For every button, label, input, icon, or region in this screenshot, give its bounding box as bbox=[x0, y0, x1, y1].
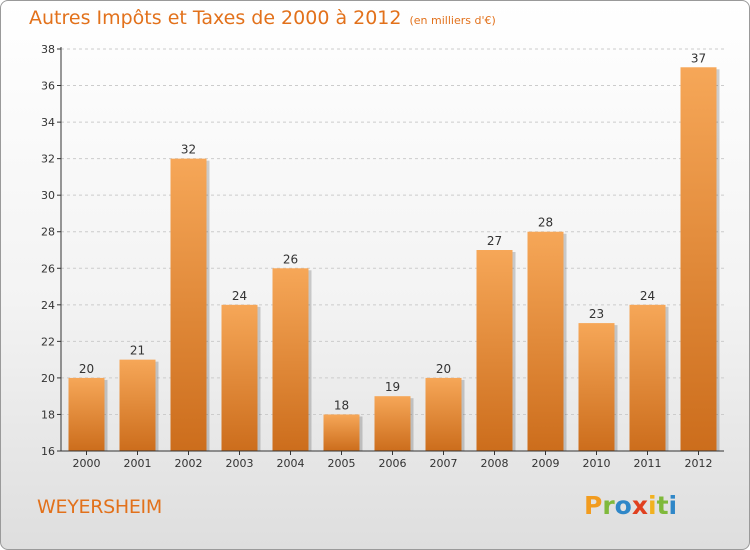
x-tick-label: 2008 bbox=[481, 457, 509, 470]
bar bbox=[272, 268, 309, 451]
y-tick-label: 18 bbox=[41, 408, 55, 421]
y-tick-label: 16 bbox=[41, 445, 55, 458]
bar bbox=[578, 323, 615, 451]
logo-letter: t bbox=[656, 491, 669, 520]
y-tick-label: 34 bbox=[41, 116, 55, 129]
x-tick-label: 2007 bbox=[430, 457, 458, 470]
bar-value-label: 37 bbox=[691, 51, 706, 65]
proxiti-logo: Proxiti bbox=[584, 491, 677, 520]
bar bbox=[680, 67, 717, 451]
logo-letter: o bbox=[614, 491, 632, 520]
bars bbox=[68, 67, 720, 452]
y-tick-label: 24 bbox=[41, 299, 55, 312]
bar-value-label: 19 bbox=[385, 380, 400, 394]
bar-value-label: 23 bbox=[589, 307, 604, 321]
bar bbox=[374, 396, 411, 451]
x-tick-label: 2000 bbox=[73, 457, 101, 470]
bar bbox=[323, 414, 360, 451]
bar-value-label: 18 bbox=[334, 398, 349, 412]
x-tick-label: 2005 bbox=[328, 457, 356, 470]
x-tick-label: 2002 bbox=[175, 457, 203, 470]
y-tick-label: 28 bbox=[41, 226, 55, 239]
logo-letter: x bbox=[631, 491, 648, 520]
x-tick-label: 2003 bbox=[226, 457, 254, 470]
town-name: WEYERSHEIM bbox=[37, 496, 162, 518]
bar bbox=[527, 231, 564, 451]
y-tick-label: 22 bbox=[41, 335, 55, 348]
bar bbox=[629, 304, 666, 451]
x-tick-label: 2011 bbox=[634, 457, 662, 470]
y-tick-label: 26 bbox=[41, 262, 55, 275]
bar bbox=[68, 377, 105, 451]
x-tick-label: 2010 bbox=[583, 457, 611, 470]
y-tick-label: 20 bbox=[41, 372, 55, 385]
bar bbox=[221, 304, 258, 451]
y-tick-label: 36 bbox=[41, 80, 55, 93]
chart-title: Autres Impôts et Taxes de 2000 à 2012 bbox=[29, 7, 402, 29]
bar-value-label: 27 bbox=[487, 234, 502, 248]
bar-value-label: 20 bbox=[436, 362, 451, 376]
bar-value-label: 24 bbox=[640, 289, 655, 303]
bar-value-label: 26 bbox=[283, 252, 298, 266]
bar-value-label: 24 bbox=[232, 289, 247, 303]
grid-lines bbox=[61, 48, 724, 415]
x-tick-label: 2009 bbox=[532, 457, 560, 470]
chart-title-row: Autres Impôts et Taxes de 2000 à 2012 (en… bbox=[29, 7, 496, 29]
bar-value-label: 28 bbox=[538, 216, 553, 230]
bar-value-label: 20 bbox=[79, 362, 94, 376]
bar bbox=[425, 377, 462, 451]
bar-value-label: 21 bbox=[130, 344, 145, 358]
logo-letter: i bbox=[668, 491, 678, 520]
logo-letter: i bbox=[648, 491, 657, 520]
logo-letter: P bbox=[584, 491, 603, 520]
x-tick-label: 2012 bbox=[685, 457, 713, 470]
bar bbox=[170, 158, 207, 452]
bar bbox=[476, 250, 513, 451]
bar-value-label: 32 bbox=[181, 143, 196, 157]
x-tick-label: 2004 bbox=[277, 457, 305, 470]
logo-letter: r bbox=[602, 491, 615, 520]
y-tick-label: 30 bbox=[41, 189, 55, 202]
chart-subtitle: (en milliers d'€) bbox=[409, 14, 496, 27]
labels: 16 18 20 22 24 26 28 30 32 34 36 38 20 2000 21 2001 32 20… bbox=[41, 43, 713, 470]
x-tick-label: 2006 bbox=[379, 457, 407, 470]
y-tick-label: 32 bbox=[41, 153, 55, 166]
y-tick-label: 38 bbox=[41, 43, 55, 56]
axes bbox=[57, 47, 724, 455]
x-tick-label: 2001 bbox=[124, 457, 152, 470]
bar bbox=[119, 359, 156, 451]
